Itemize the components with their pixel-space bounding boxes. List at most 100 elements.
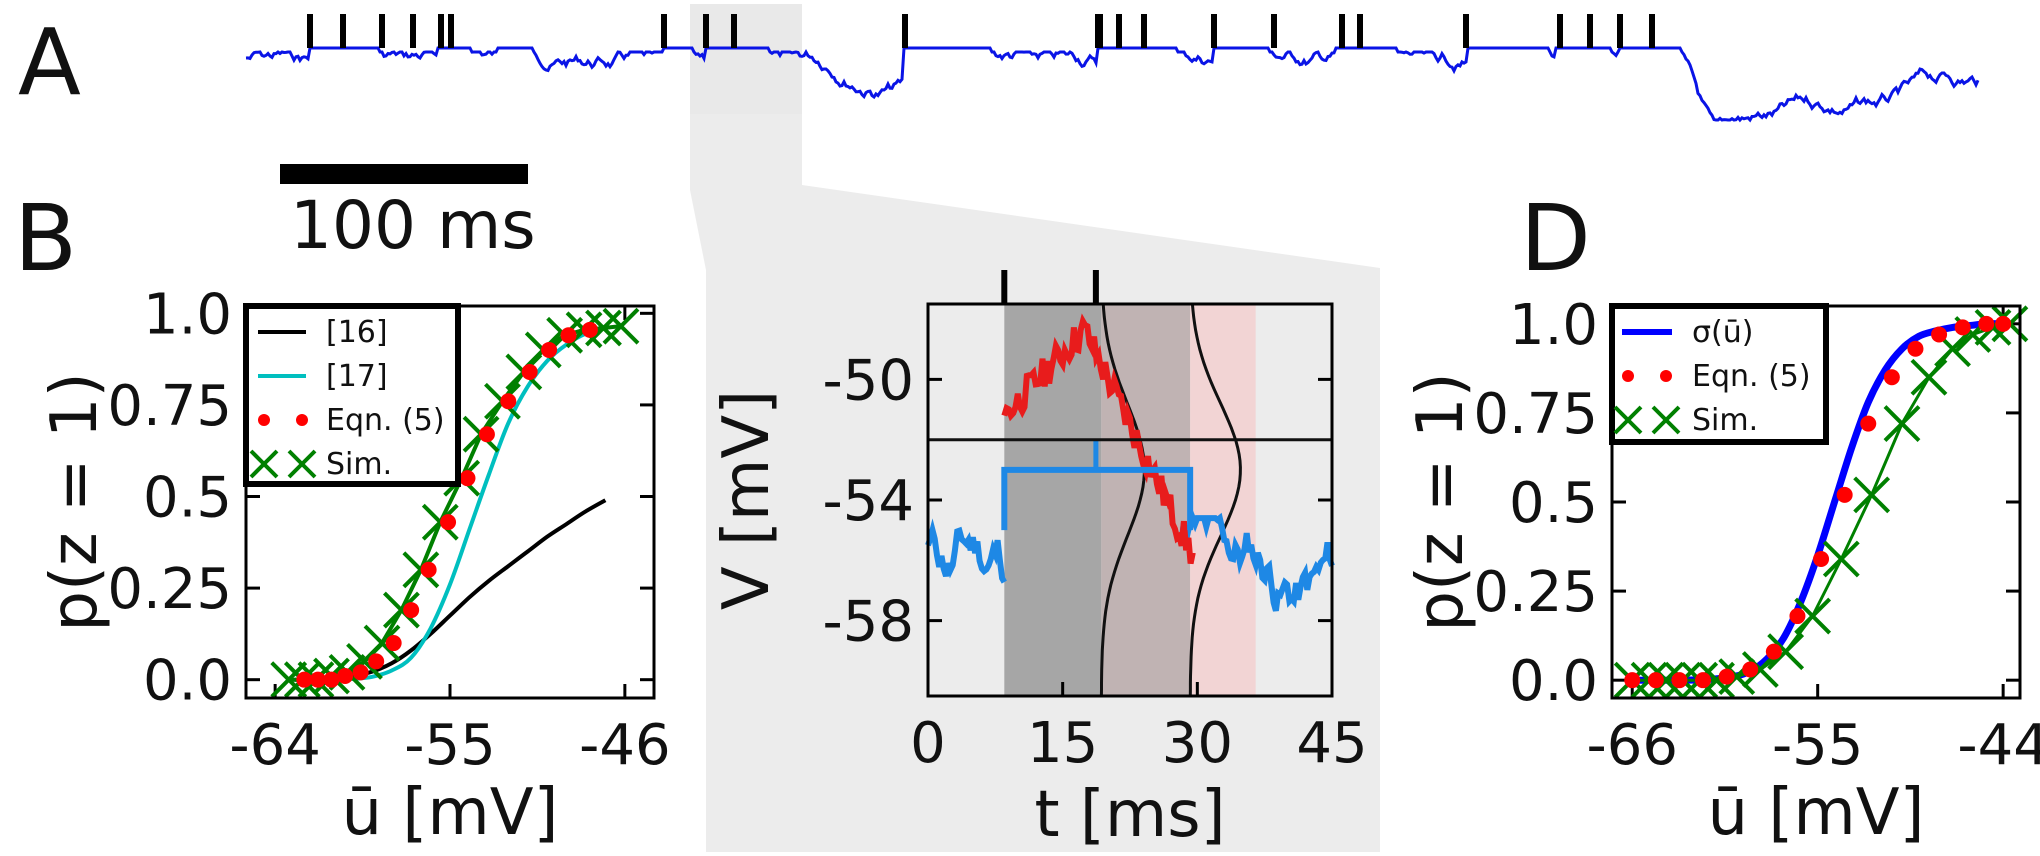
sim-cross-stroke (1934, 330, 1971, 368)
sim-cross-stroke (1767, 633, 1805, 671)
sim-marker (383, 591, 420, 629)
sim-marker (1794, 597, 1832, 635)
y-tick-label: 0.25 (107, 557, 232, 622)
legend-label: [16] (326, 315, 388, 350)
eqn5-marker (1907, 340, 1924, 357)
legend-label: Eqn. (5) (326, 403, 445, 438)
legend-cross-sim (287, 449, 317, 479)
y-tick-label: -54 (823, 469, 914, 534)
pink-overlay (1101, 304, 1191, 696)
spike-raster (307, 14, 1655, 48)
y-tick-label: 0.0 (143, 649, 232, 714)
eqn5-marker (323, 671, 340, 688)
eqn5-marker (1995, 315, 2012, 332)
eqn5-marker (296, 671, 313, 688)
panel-d: -66 -55 -44 0.0 0.25 0.5 0.75 1.0 ū [mV] p(z = 1)… (1404, 293, 2040, 850)
eqn5-marker (1742, 661, 1759, 678)
legend-cross-sim (1613, 405, 1643, 435)
eqn5-marker (478, 426, 495, 443)
sim-marker (602, 307, 640, 345)
panel-label-d: D (1520, 185, 1591, 292)
sim-cross-stroke (585, 309, 622, 347)
legend-dot-eqn5 (296, 414, 308, 426)
x-tick-label: 30 (1162, 711, 1233, 776)
free-membrane-trace (1001, 313, 1196, 565)
eqn5-marker (403, 602, 420, 619)
plot-frame (926, 302, 1334, 698)
legend-label: Eqn. (5) (1692, 359, 1811, 394)
x-tick-label: -55 (1772, 713, 1863, 778)
sim-cross-stroke (1883, 405, 1921, 443)
sim-cross-stroke (1910, 358, 1948, 396)
gaussian-outline (1188, 303, 1242, 697)
y-tick-label: 0.5 (143, 466, 232, 531)
eqn5-marker (521, 363, 538, 380)
x-tick-label: -64 (229, 713, 320, 778)
sim-cross-stroke (1822, 540, 1860, 578)
eqn5-marker (1836, 486, 1853, 503)
sim-cross-stroke (1853, 476, 1891, 514)
x-axis-label: ū [mV] (1708, 776, 1925, 850)
y-tick-label: 0.25 (1473, 560, 1598, 625)
legend: [16] [17] Eqn. (5) Sim. (243, 303, 461, 487)
panel-label-a: A (18, 9, 81, 116)
y-tick-label: 1.0 (1509, 293, 1598, 358)
legend-dot-eqn5 (1660, 370, 1672, 382)
legend-label: [17] (326, 359, 388, 394)
x-axis-label: ū [mV] (342, 776, 559, 850)
x-tick-label: -55 (404, 713, 495, 778)
y-axis-label: V [mV] (710, 390, 784, 610)
panel-b: -64 -55 -46 0.0 0.25 0.5 0.75 1.0 ū [mV] p(z = 1)… (38, 282, 671, 850)
y-tick-label: 0.0 (1509, 649, 1598, 714)
eqn5-marker (337, 668, 354, 685)
eqn5-marker (1978, 315, 1995, 332)
x-tick-label: -44 (1957, 713, 2040, 778)
eqn5-marker (352, 664, 369, 681)
gaussian-outline (1099, 303, 1146, 697)
x-tick-label: 45 (1296, 711, 1367, 776)
eqn5-marker (1789, 608, 1806, 625)
eqn5-marker (420, 561, 437, 578)
y-tick-label: 0.75 (1473, 382, 1598, 447)
legend-cross-sim (249, 449, 279, 479)
sim-marker (1767, 633, 1805, 671)
eqn5-marker (459, 470, 476, 487)
eqn5-marker (368, 653, 385, 670)
eqn5-marker (309, 671, 326, 688)
sim-marker (585, 309, 622, 347)
scale-bar-line (280, 164, 528, 184)
eqn5-marker (1931, 326, 1948, 343)
eqn5-marker (1695, 672, 1712, 689)
legend-label: Sim. (1692, 403, 1758, 438)
sim-cross-stroke (1647, 661, 1685, 699)
sim-marker (1853, 476, 1891, 514)
sim-marker (363, 624, 401, 662)
legend: σ(ū) Eqn. (5) Sim. (1609, 303, 1829, 445)
sim-cross-stroke (363, 624, 401, 662)
sim-marker (1910, 358, 1948, 396)
legend-label: σ(ū) (1692, 315, 1753, 350)
y-axis-label: p(z = 1) (1404, 372, 1478, 631)
pre-spike-trace (925, 518, 1007, 584)
legend-box (243, 303, 461, 487)
eqn5-marker (541, 341, 558, 358)
eqn5-marker (1860, 415, 1877, 432)
panel-a (245, 14, 1980, 123)
y-tick-label: -50 (823, 348, 914, 413)
eqn5-marker (1954, 319, 1971, 336)
legend-label: Sim. (326, 447, 392, 482)
eqn5-marker (1765, 643, 1782, 660)
legend-dot-eqn5 (258, 414, 270, 426)
eqn5-marker (560, 327, 577, 344)
eqn5-marker (1624, 672, 1641, 689)
post-spike-trace (1179, 508, 1335, 612)
membrane-trace-line (245, 46, 1980, 123)
legend-box (1609, 303, 1829, 445)
eqn5-marker (385, 635, 402, 652)
x-tick-label: -66 (1586, 713, 1677, 778)
eqn5-marker (1813, 551, 1830, 568)
sim-marker (1822, 540, 1860, 578)
eqn5-marker (1647, 672, 1664, 689)
y-tick-label: 1.0 (143, 282, 232, 347)
sim-marker (1647, 661, 1685, 699)
